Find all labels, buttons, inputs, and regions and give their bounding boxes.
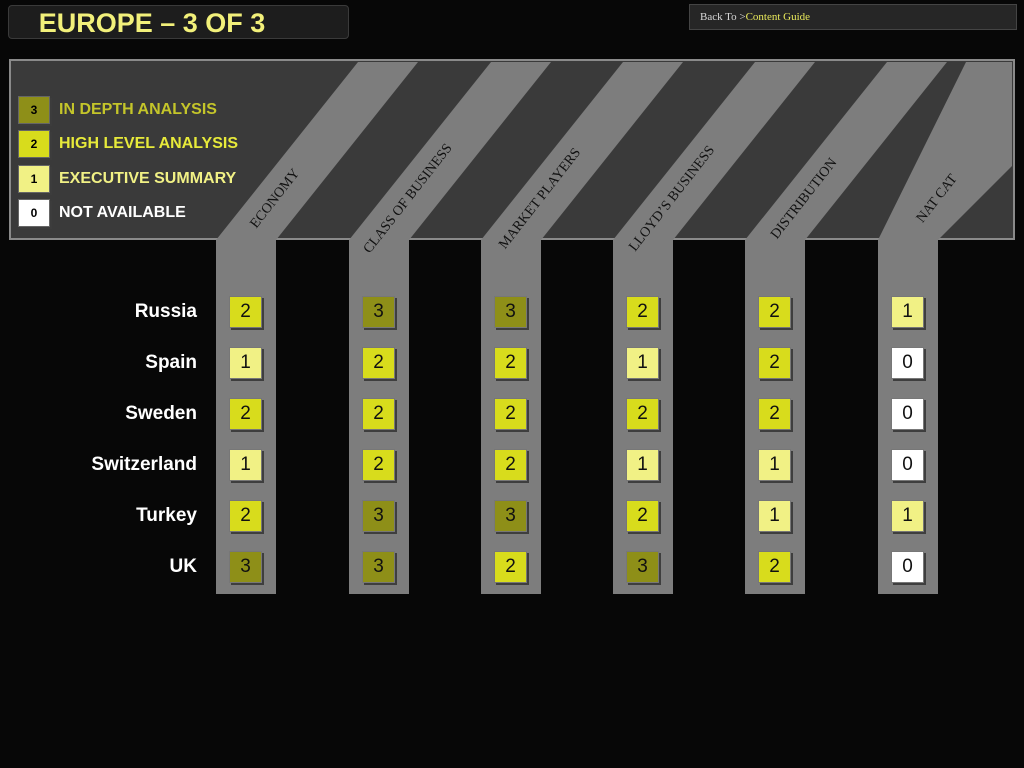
title-bar: EUROPE – 3 OF 3 — [8, 5, 349, 39]
rating-cell-russia-economy: 2 — [229, 296, 262, 328]
legend-swatch: 3 — [18, 96, 50, 124]
country-label-turkey: Turkey — [136, 505, 197, 526]
legend-label: EXECUTIVE SUMMARY — [59, 170, 237, 187]
rating-cell-russia-lloyd-s-business: 2 — [626, 296, 659, 328]
rating-cell-uk-nat-cat: 0 — [891, 551, 924, 583]
rating-cell-sweden-economy: 2 — [229, 398, 262, 430]
column-band-economy — [216, 62, 418, 594]
rating-cell-uk-market-players: 2 — [494, 551, 527, 583]
rating-cell-spain-lloyd-s-business: 1 — [626, 347, 659, 379]
legend-label: IN DEPTH ANALYSIS — [59, 101, 217, 118]
rating-cell-spain-nat-cat: 0 — [891, 347, 924, 379]
rating-cell-switzerland-distribution: 1 — [758, 449, 791, 481]
country-label-spain: Spain — [145, 352, 197, 373]
rating-cell-switzerland-class-of-business: 2 — [362, 449, 395, 481]
rating-cell-turkey-lloyd-s-business: 2 — [626, 500, 659, 532]
page-title: EUROPE – 3 OF 3 — [38, 8, 266, 38]
legend-swatch: 2 — [18, 130, 50, 158]
rating-cell-uk-economy: 3 — [229, 551, 262, 583]
legend-label: NOT AVAILABLE — [59, 204, 186, 221]
country-label-uk: UK — [169, 556, 197, 577]
content-guide-link[interactable]: Content Guide — [745, 11, 811, 23]
column-band-distribution — [745, 62, 947, 594]
legend-swatch: 1 — [18, 165, 50, 193]
back-to-content-guide[interactable]: Back To >Content Guide — [689, 4, 1017, 30]
column-band-class-of-business — [349, 62, 551, 594]
rating-cell-sweden-class-of-business: 2 — [362, 398, 395, 430]
country-label-sweden: Sweden — [125, 403, 197, 424]
rating-cell-sweden-distribution: 2 — [758, 398, 791, 430]
country-label-switzerland: Switzerland — [91, 454, 197, 475]
rating-cell-russia-class-of-business: 3 — [362, 296, 395, 328]
rating-cell-turkey-class-of-business: 3 — [362, 500, 395, 532]
rating-cell-russia-nat-cat: 1 — [891, 296, 924, 328]
column-band-lloyd-s-business — [613, 62, 815, 594]
rating-cell-russia-distribution: 2 — [758, 296, 791, 328]
rating-cell-switzerland-market-players: 2 — [494, 449, 527, 481]
rating-cell-uk-class-of-business: 3 — [362, 551, 395, 583]
legend-label: HIGH LEVEL ANALYSIS — [59, 135, 238, 152]
back-prefix-text: Back To > — [700, 11, 746, 23]
rating-cell-uk-distribution: 2 — [758, 551, 791, 583]
rating-cell-turkey-economy: 2 — [229, 500, 262, 532]
rating-cell-turkey-market-players: 3 — [494, 500, 527, 532]
rating-cell-russia-market-players: 3 — [494, 296, 527, 328]
rating-cell-sweden-lloyd-s-business: 2 — [626, 398, 659, 430]
column-band-market-players — [481, 62, 683, 594]
rating-cell-switzerland-lloyd-s-business: 1 — [626, 449, 659, 481]
rating-cell-turkey-distribution: 1 — [758, 500, 791, 532]
rating-cell-switzerland-economy: 1 — [229, 449, 262, 481]
rating-cell-spain-class-of-business: 2 — [362, 347, 395, 379]
rating-cell-spain-market-players: 2 — [494, 347, 527, 379]
rating-cell-switzerland-nat-cat: 0 — [891, 449, 924, 481]
rating-cell-sweden-nat-cat: 0 — [891, 398, 924, 430]
rating-cell-sweden-market-players: 2 — [494, 398, 527, 430]
country-label-russia: Russia — [134, 301, 197, 322]
rating-cell-spain-distribution: 2 — [758, 347, 791, 379]
rating-cell-uk-lloyd-s-business: 3 — [626, 551, 659, 583]
rating-cell-spain-economy: 1 — [229, 347, 262, 379]
rating-cell-turkey-nat-cat: 1 — [891, 500, 924, 532]
legend-swatch: 0 — [18, 199, 50, 227]
